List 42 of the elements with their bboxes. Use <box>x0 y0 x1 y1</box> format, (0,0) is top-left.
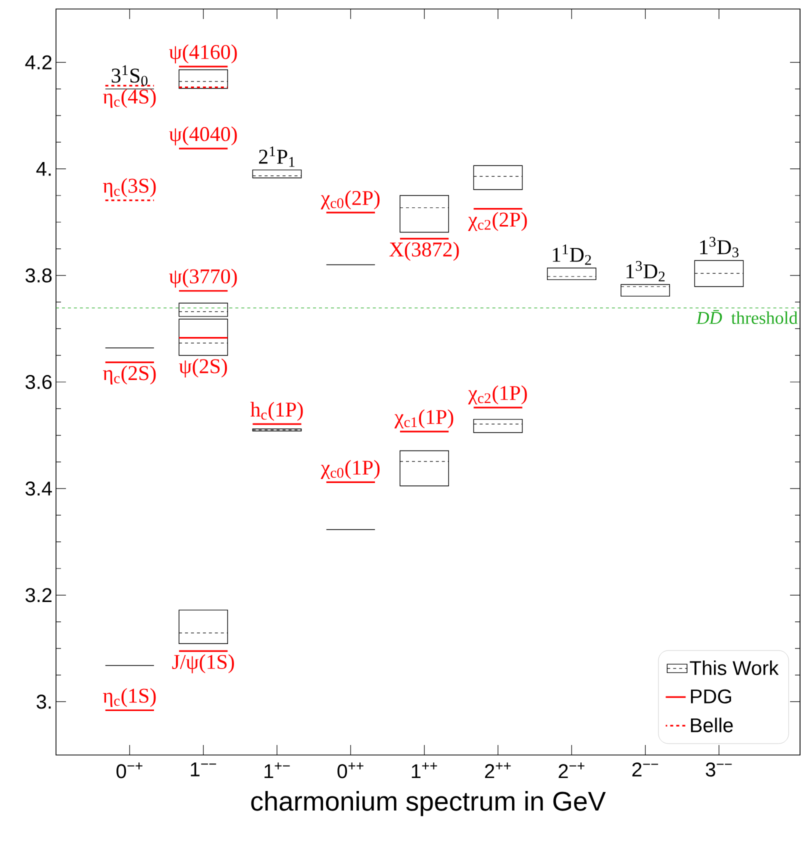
x-tick-label: 2$^{++}$ <box>485 762 511 778</box>
annotation: h$_{c}$(1P) <box>250 402 303 421</box>
annotation: 1$^{3}$D$_{2}$ <box>626 261 665 282</box>
legend-label: This Work <box>690 660 779 676</box>
annotation: η$_{c}$(2S) <box>103 365 156 384</box>
annotation: 2$^{1}$P$_{1}$ <box>259 146 294 167</box>
y-tick-label: 3.4 <box>26 482 52 496</box>
annotation: ψ(2S) <box>179 358 227 378</box>
legend-label: Belle <box>691 718 733 732</box>
ref-line-label: DD̄ threshold <box>696 310 798 324</box>
x-tick-label: 2$^{−+}$ <box>558 762 584 778</box>
x-tick-label: 3$^{−−}$ <box>706 762 732 777</box>
y-tick-label: 4. <box>36 162 51 176</box>
y-tick-label: 4.2 <box>25 55 52 70</box>
y-tick-label: 3. <box>36 694 51 709</box>
x-tick-label: 0$^{−+}$ <box>116 762 142 778</box>
annotation: χ$_{c1}$(1P) <box>394 409 454 428</box>
annotation: 1$^{1}$D$_{2}$ <box>552 244 591 265</box>
x-tick-label: 2$^{−−}$ <box>632 762 658 776</box>
annotation: η$_{c}$(4S) <box>103 88 156 108</box>
annotation: ψ(3770) <box>169 268 237 288</box>
y-tick-label: 3.8 <box>26 268 52 282</box>
x-tick-label: 1$^{−−}$ <box>190 762 216 776</box>
legend-label: PDG <box>691 689 732 704</box>
annotation: ψ(4040) <box>169 126 237 146</box>
annotation: χ$_{c0}$(2P) <box>320 190 380 210</box>
x-axis-title: charmonium spectrum in GeV <box>251 791 606 816</box>
annotation: η$_{c}$(3S) <box>103 178 156 198</box>
annotation: χ$_{c2}$(1P) <box>468 385 527 404</box>
annotation: X(3872) <box>389 242 459 261</box>
annotation: χ$_{c2}$(2P) <box>468 212 527 231</box>
annotation: ψ(4160) <box>169 44 237 64</box>
annotation: η$_{c}$(1S) <box>103 688 156 708</box>
x-tick-label: 1$^{+−}$ <box>264 762 290 778</box>
x-tick-label: 1$^{++}$ <box>412 762 438 778</box>
y-tick-label: 3.2 <box>26 588 52 602</box>
annotation: 1$^{3}$D$_{3}$ <box>700 236 739 258</box>
y-tick-label: 3.6 <box>26 374 52 390</box>
x-tick-label: 0$^{++}$ <box>338 762 364 778</box>
annotation: 3$^{1}$S$_{0}$ <box>112 65 148 86</box>
annotation: J/ψ(1S) <box>172 654 234 674</box>
annotation: χ$_{c0}$(1P) <box>320 460 380 479</box>
